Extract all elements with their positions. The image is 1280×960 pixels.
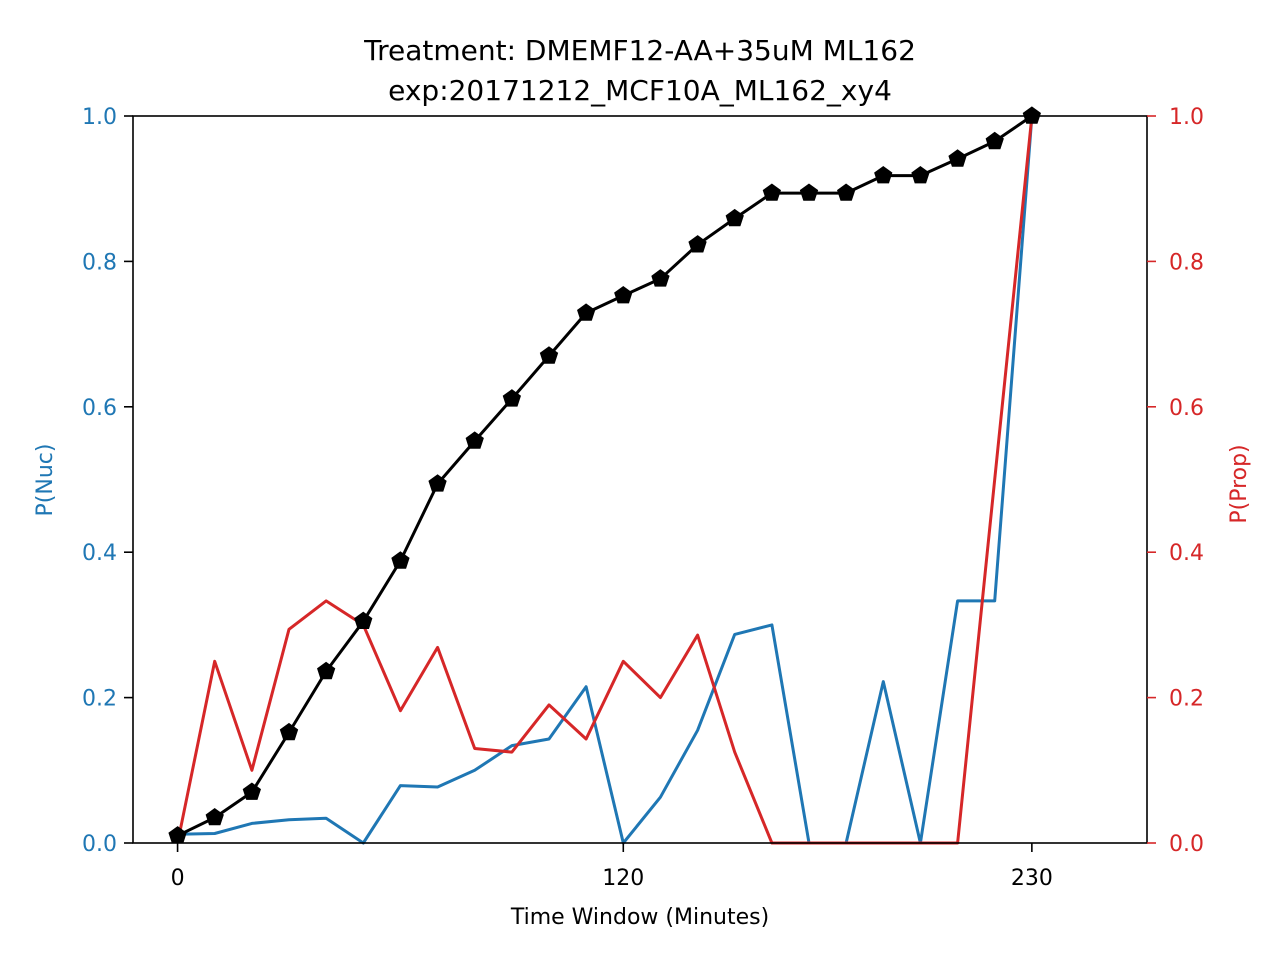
y-tick-label-right: 0.6 bbox=[1169, 396, 1204, 421]
cumulative-point bbox=[502, 389, 521, 407]
cumulative-point bbox=[279, 722, 299, 741]
chart-title: Treatment: DMEMF12-AA+35uM ML162 bbox=[363, 34, 916, 67]
y-tick-label-right: 0.0 bbox=[1169, 832, 1204, 857]
y-axis-label-left: P(Nuc) bbox=[33, 444, 58, 517]
x-axis-label: Time Window (Minutes) bbox=[510, 905, 769, 930]
cumulative-point bbox=[428, 474, 447, 492]
cumulative-point bbox=[577, 303, 596, 321]
cumulative-point bbox=[837, 183, 856, 201]
cumulative-point bbox=[651, 269, 670, 287]
y-axis-label-right: P(Prop) bbox=[1227, 444, 1252, 523]
cumulative-point bbox=[539, 346, 559, 364]
cumulative-point bbox=[242, 782, 261, 800]
cumulative-point bbox=[948, 149, 967, 167]
cumulative-point bbox=[874, 165, 893, 184]
cumulative-markers bbox=[168, 106, 1041, 844]
y-tick-label-left: 0.6 bbox=[82, 396, 117, 421]
y-tick-label-left: 1.0 bbox=[82, 105, 117, 130]
prop-series-line bbox=[176, 115, 1034, 845]
cumulative-point bbox=[317, 661, 336, 680]
chart-subtitle: exp:20171212_MCF10A_ML162_xy4 bbox=[388, 74, 892, 107]
y-tick-label-left: 0.2 bbox=[82, 687, 117, 712]
cumulative-point bbox=[391, 551, 410, 569]
cumulative-point bbox=[725, 208, 744, 227]
cumulative-point bbox=[688, 235, 707, 253]
y-tick-label-right: 0.2 bbox=[1169, 687, 1204, 712]
y-tick-label-left: 0.8 bbox=[82, 250, 117, 275]
plot-lines bbox=[176, 114, 1034, 845]
cumulative-point bbox=[168, 826, 187, 844]
y-tick-label-right: 0.4 bbox=[1169, 541, 1204, 566]
cumulative-point bbox=[205, 807, 224, 826]
cumulative-point bbox=[911, 165, 930, 184]
y-tick-label-left: 0.0 bbox=[82, 832, 117, 857]
cumulative-series-line bbox=[176, 114, 1033, 838]
x-tick-label: 0 bbox=[171, 866, 185, 891]
nuc-series-line bbox=[177, 115, 1034, 845]
y-tick-label-left: 0.4 bbox=[82, 541, 117, 566]
ticks: 0 120 230 0.0 0.2 0.4 0.6 0.8 1.0 0.0 0.2 0.4 0.6 0.8… bbox=[82, 105, 1204, 891]
y-tick-label-right: 1.0 bbox=[1169, 105, 1204, 130]
y-tick-label-right: 0.8 bbox=[1169, 250, 1204, 275]
cumulative-point bbox=[354, 611, 373, 629]
x-tick-label: 120 bbox=[602, 866, 644, 891]
x-tick-label: 230 bbox=[1011, 866, 1053, 891]
cumulative-point bbox=[762, 183, 781, 201]
cumulative-point bbox=[985, 131, 1004, 150]
cumulative-point bbox=[614, 285, 633, 304]
plot-frame bbox=[132, 115, 1148, 844]
cumulative-point bbox=[799, 183, 819, 201]
cumulative-point bbox=[465, 431, 484, 449]
cumulative-point bbox=[1022, 106, 1041, 124]
